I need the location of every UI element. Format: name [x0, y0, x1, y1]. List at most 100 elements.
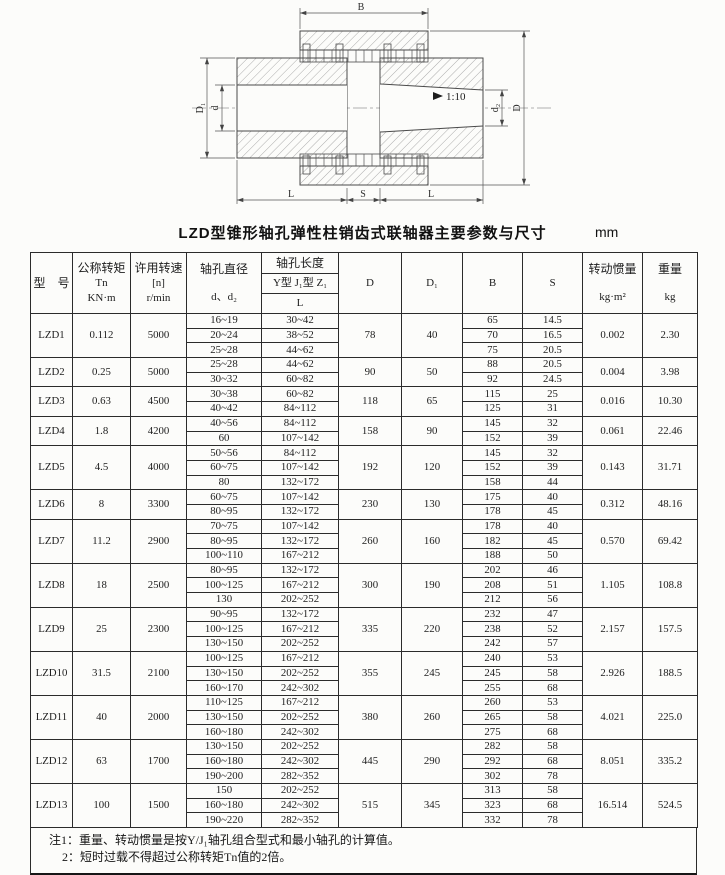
col-header-weight: 重量 kg	[642, 252, 698, 314]
cell-bore-diameter: 150	[186, 783, 262, 799]
cell-bore-diameter: 30~38	[186, 386, 262, 403]
cell-torque: 4.5	[72, 445, 131, 491]
cell-bore-length: 202~252	[261, 783, 339, 799]
cell-S: 40	[522, 518, 583, 535]
cell-bore-length: 202~252	[261, 709, 339, 726]
cell-D: 192	[338, 445, 402, 491]
cell-bore-length: 38~52	[261, 327, 339, 344]
table-row: 60~75 107~142 152 39	[31, 459, 698, 476]
cell-bore-length: 202~252	[261, 738, 339, 755]
cell-bore-length: 60~82	[261, 386, 339, 403]
dim-label-S: S	[360, 189, 366, 200]
cell-bore-length: 202~252	[261, 636, 339, 652]
cell-S: 58	[522, 709, 583, 726]
cell-B: 332	[462, 812, 523, 829]
cell-S: 25	[522, 386, 583, 403]
cell-D: 90	[338, 357, 402, 388]
cell-bore-diameter: 80~95	[186, 533, 262, 549]
cell-torque: 100	[72, 782, 131, 829]
table-row: 60 107~142 152 39	[31, 430, 698, 447]
cell-bore-diameter: 50~56	[186, 445, 262, 461]
cell-model: LZD7	[30, 518, 73, 564]
cell-B: 245	[462, 665, 523, 682]
right-hub-taper-bore	[380, 84, 483, 132]
cell-bore-length: 132~172	[261, 562, 339, 579]
cell-inertia: 0.002	[582, 312, 643, 359]
dim-label-B: B	[358, 2, 365, 13]
col-header-bore-length: 轴孔长度	[261, 252, 339, 274]
table-row: 100~125 167~212 238 52	[31, 621, 698, 638]
cell-bore-diameter: 100~125	[186, 577, 262, 594]
table-row: 160~170 242~302 255 68	[31, 680, 698, 696]
cell-B: 125	[462, 401, 523, 417]
cell-S: 58	[522, 665, 583, 682]
cell-inertia: 4.021	[582, 694, 643, 740]
cell-B: 158	[462, 474, 523, 491]
cell-S: 53	[522, 650, 583, 667]
cell-B: 65	[462, 313, 523, 329]
cell-B: 232	[462, 606, 523, 623]
table-row: 30~32 60~82 92 24.5	[31, 371, 698, 388]
cell-B: 238	[462, 621, 523, 638]
cell-bore-length: 44~62	[261, 342, 339, 359]
cell-B: 145	[462, 445, 523, 461]
table-row: LZD8 18 2500 80~95 132~172 300 190 202 46 1.105 10…	[30, 562, 698, 608]
cell-B: 152	[462, 430, 523, 447]
cell-bore-length: 242~302	[261, 724, 339, 740]
cell-bore-diameter: 160~180	[186, 724, 262, 740]
cell-weight: 10.30	[642, 386, 698, 417]
cell-bore-length: 242~302	[261, 680, 339, 696]
cell-bore-diameter: 100~125	[186, 650, 262, 667]
cell-bore-length: 242~302	[261, 753, 339, 770]
parameters-table: 型 号 公称转矩 Tn KN·m 许用转速 [n] r/min 轴孔直径	[30, 252, 698, 829]
cell-bore-diameter: 25~28	[186, 342, 262, 359]
cell-S: 50	[522, 548, 583, 564]
cell-model: LZD13	[30, 782, 73, 829]
cell-S: 39	[522, 430, 583, 447]
cell-inertia: 8.051	[582, 738, 643, 785]
cell-B: 178	[462, 503, 523, 520]
table-row: LZD3 0.63 4500 30~38 60~82 118 65 115 25 0.016 10.…	[30, 386, 698, 417]
cell-B: 202	[462, 562, 523, 579]
cell-bore-diameter: 60	[186, 430, 262, 447]
cell-speed: 4500	[130, 386, 187, 417]
table-row: LZD12 63 1700 130~150 202~252 445 290 282 58 8.05…	[30, 738, 698, 785]
cell-B: 70	[462, 327, 523, 344]
cell-B: 175	[462, 489, 523, 505]
cell-torque: 25	[72, 606, 131, 652]
cell-D1: 290	[401, 738, 463, 785]
cell-bore-length: 282~352	[261, 812, 339, 829]
cell-bore-length: 167~212	[261, 694, 339, 711]
cell-D: 355	[338, 650, 402, 696]
cell-inertia: 0.016	[582, 386, 643, 417]
cell-bore-length: 30~42	[261, 313, 339, 329]
cell-bore-length: 202~252	[261, 665, 339, 682]
table-row: 190~220 282~352 332 78	[31, 812, 698, 829]
cell-D: 515	[338, 782, 402, 829]
table-row: 160~180 242~302 292 68	[31, 753, 698, 770]
cell-bore-diameter: 100~110	[186, 548, 262, 564]
cell-bore-length: 107~142	[261, 430, 339, 447]
col-header-model: 型 号	[30, 252, 73, 314]
pin-top-right	[416, 43, 425, 63]
cell-model: LZD10	[30, 650, 73, 696]
cell-S: 31	[522, 401, 583, 417]
cell-inertia: 0.004	[582, 357, 643, 388]
cell-speed: 5000	[130, 357, 187, 388]
page-title: LZD型锥形轴孔弹性柱销齿式联轴器主要参数与尺寸	[178, 225, 547, 242]
cell-bore-diameter: 100~125	[186, 621, 262, 638]
cell-model: LZD6	[30, 489, 73, 520]
cell-bore-diameter: 40~56	[186, 415, 262, 432]
dim-label-d2: d₂	[490, 104, 501, 113]
table-row: 130~150 202~252 265 58	[31, 709, 698, 726]
pin-top-left	[302, 43, 311, 63]
cell-B: 75	[462, 342, 523, 359]
cell-speed: 5000	[130, 312, 187, 359]
cell-torque: 8	[72, 489, 131, 520]
cell-D: 158	[338, 415, 402, 447]
cell-B: 242	[462, 636, 523, 652]
col-header-bore-diameter: 轴孔直径 d、d₂	[186, 252, 262, 314]
cell-S: 68	[522, 753, 583, 770]
cell-weight: 225.0	[642, 694, 698, 740]
pin-bottom-midleft	[335, 155, 344, 175]
